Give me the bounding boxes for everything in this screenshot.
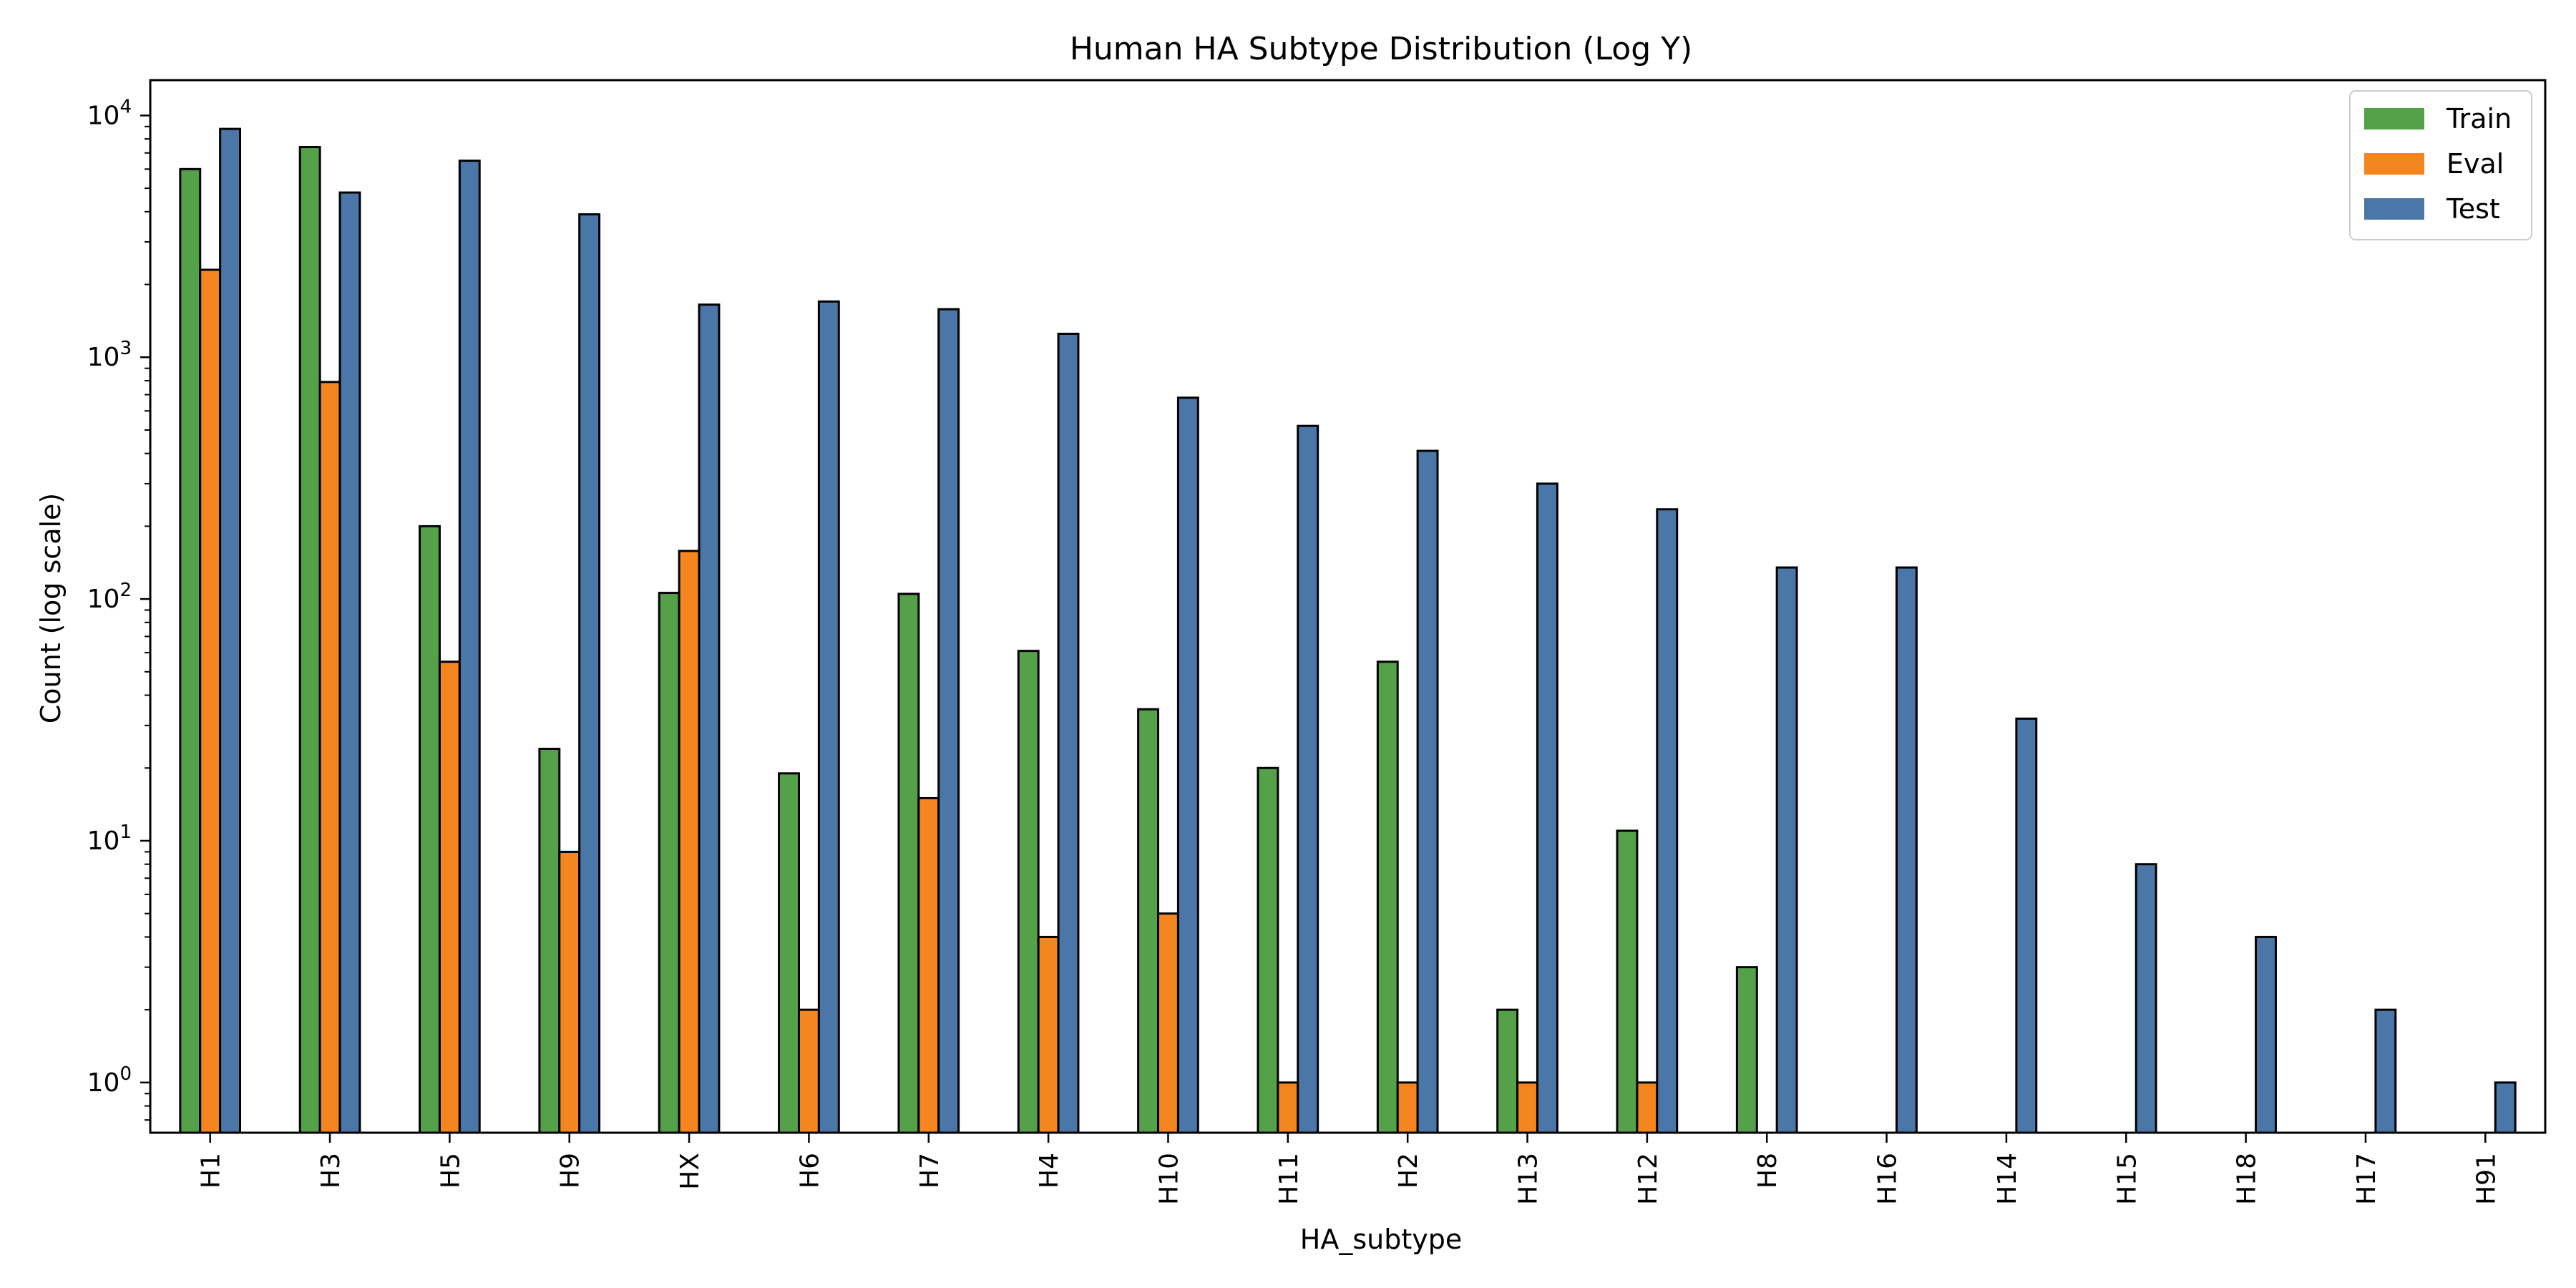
y-axis: 100 101 102 103 104 <box>87 96 150 1121</box>
x-tick-label: H5 <box>436 1153 465 1189</box>
x-tick-label: H16 <box>1873 1153 1903 1205</box>
bar-test-h91 <box>2494 1081 2517 1134</box>
bar-train-h7 <box>897 592 920 1134</box>
x-tick-label: H12 <box>1634 1153 1663 1205</box>
bar-test-h7 <box>937 308 960 1134</box>
legend: Train Eval Test <box>2349 90 2532 240</box>
y-axis-label: Count (log scale) <box>35 493 67 724</box>
legend-label-test: Test <box>2446 193 2500 225</box>
bar-test-h1 <box>219 127 242 1134</box>
bar-eval-h9 <box>558 850 581 1134</box>
bar-train-h10 <box>1137 708 1160 1134</box>
bar-train-h6 <box>778 772 800 1134</box>
x-tick-label: H2 <box>1394 1153 1423 1189</box>
x-tick-label: H13 <box>1514 1153 1543 1205</box>
x-tick-label: H8 <box>1753 1153 1782 1189</box>
x-tick-label: H7 <box>915 1153 945 1189</box>
bar-train-h9 <box>538 748 561 1134</box>
bar-test-h8 <box>1775 566 1798 1134</box>
y-tick-label: 103 <box>87 338 132 372</box>
bar-test-h3 <box>338 191 361 1134</box>
bar-train-h8 <box>1735 966 1758 1134</box>
x-tick-label: H9 <box>556 1153 585 1189</box>
x-axis: H1 H3 H5 H9 HX H6 H7 H4 H10 H11 H2 H13 H12 H8 H16 H14 H1… <box>197 1133 2501 1205</box>
x-tick-label: H18 <box>2233 1153 2262 1205</box>
bar-test-h17 <box>2374 1008 2397 1134</box>
x-tick-label: H91 <box>2472 1153 2501 1205</box>
x-tick-label: H1 <box>197 1153 226 1189</box>
bar-eval-h3 <box>318 381 341 1134</box>
bar-test-h10 <box>1176 396 1199 1134</box>
bar-eval-h12 <box>1636 1081 1659 1134</box>
bar-test-h6 <box>817 300 840 1134</box>
x-tick-label: H4 <box>1035 1153 1064 1189</box>
chart-title: Human HA Subtype Distribution (Log Y) <box>1070 31 1692 67</box>
bar-eval-h5 <box>438 660 461 1134</box>
y-tick-label: 104 <box>87 96 132 130</box>
x-tick-label: H3 <box>316 1153 346 1189</box>
bar-test-h9 <box>578 213 601 1134</box>
bar-train-h3 <box>298 146 321 1134</box>
bar-eval-h6 <box>797 1008 820 1134</box>
bar-eval-h10 <box>1157 912 1179 1134</box>
x-tick-label: HX <box>675 1153 705 1190</box>
bar-eval-h2 <box>1396 1081 1419 1134</box>
y-tick-label: 100 <box>87 1063 132 1098</box>
bar-train-h5 <box>419 525 441 1134</box>
bar-eval-h4 <box>1037 935 1060 1134</box>
x-tick-label: H11 <box>1274 1153 1304 1205</box>
bar-test-h5 <box>458 160 481 1134</box>
bar-test-h15 <box>2135 863 2157 1134</box>
legend-label-train: Train <box>2446 103 2512 135</box>
bar-train-h11 <box>1257 766 1279 1134</box>
bar-test-h14 <box>2015 717 2038 1134</box>
x-axis-label: HA_subtype <box>1300 1224 1462 1255</box>
bar-eval-hx <box>678 550 701 1134</box>
bar-eval-h1 <box>199 268 222 1134</box>
legend-label-eval: Eval <box>2446 148 2504 180</box>
legend-swatch-train <box>2364 108 2424 130</box>
bar-test-h18 <box>2255 935 2277 1134</box>
bar-train-hx <box>658 592 680 1134</box>
bar-test-h11 <box>1297 424 1319 1134</box>
y-tick-label: 101 <box>87 821 132 856</box>
y-tick-label: 102 <box>87 580 132 614</box>
legend-swatch-test <box>2364 198 2424 220</box>
bar-eval-h13 <box>1516 1081 1538 1134</box>
bar-train-h4 <box>1017 650 1040 1134</box>
bar-test-h12 <box>1656 508 1679 1134</box>
bar-train-h1 <box>179 167 202 1134</box>
bar-train-h12 <box>1616 829 1639 1134</box>
legend-swatch-eval <box>2364 153 2424 175</box>
bar-test-h16 <box>1896 566 1918 1134</box>
bar-train-h13 <box>1496 1008 1519 1134</box>
bar-test-h2 <box>1416 449 1439 1134</box>
bars-group <box>179 127 2517 1134</box>
bar-train-h2 <box>1376 660 1399 1134</box>
x-tick-label: H10 <box>1154 1153 1184 1205</box>
bar-test-hx <box>698 303 721 1134</box>
x-tick-label: H17 <box>2352 1153 2381 1205</box>
bar-test-h13 <box>1536 482 1558 1134</box>
x-tick-label: H14 <box>1993 1153 2022 1205</box>
bar-test-h4 <box>1057 333 1080 1134</box>
x-tick-label: H15 <box>2112 1153 2142 1205</box>
bar-eval-h7 <box>917 796 940 1134</box>
plot-frame <box>149 79 2547 1134</box>
x-tick-label: H6 <box>795 1153 824 1189</box>
bar-eval-h11 <box>1277 1081 1299 1134</box>
